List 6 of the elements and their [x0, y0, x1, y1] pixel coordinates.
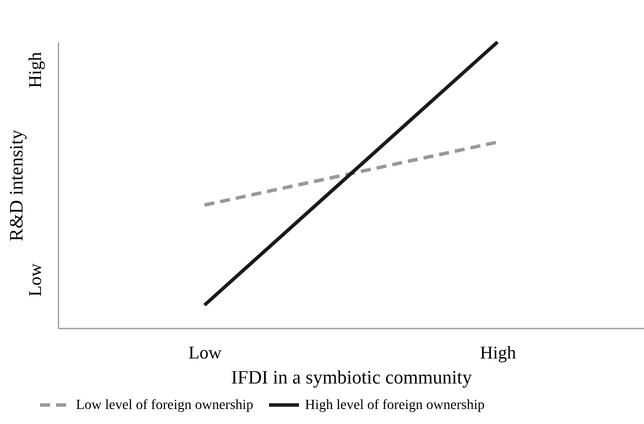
text: Low	[25, 264, 45, 296]
y-axis-title: R&D intensity	[6, 129, 28, 242]
legend-label: Low level of foreign ownership	[76, 398, 254, 413]
legend-label: High level of foreign ownership	[305, 398, 485, 413]
text: High	[25, 52, 45, 88]
x-axis-title: IFDI in a symbiotic community	[231, 368, 472, 388]
